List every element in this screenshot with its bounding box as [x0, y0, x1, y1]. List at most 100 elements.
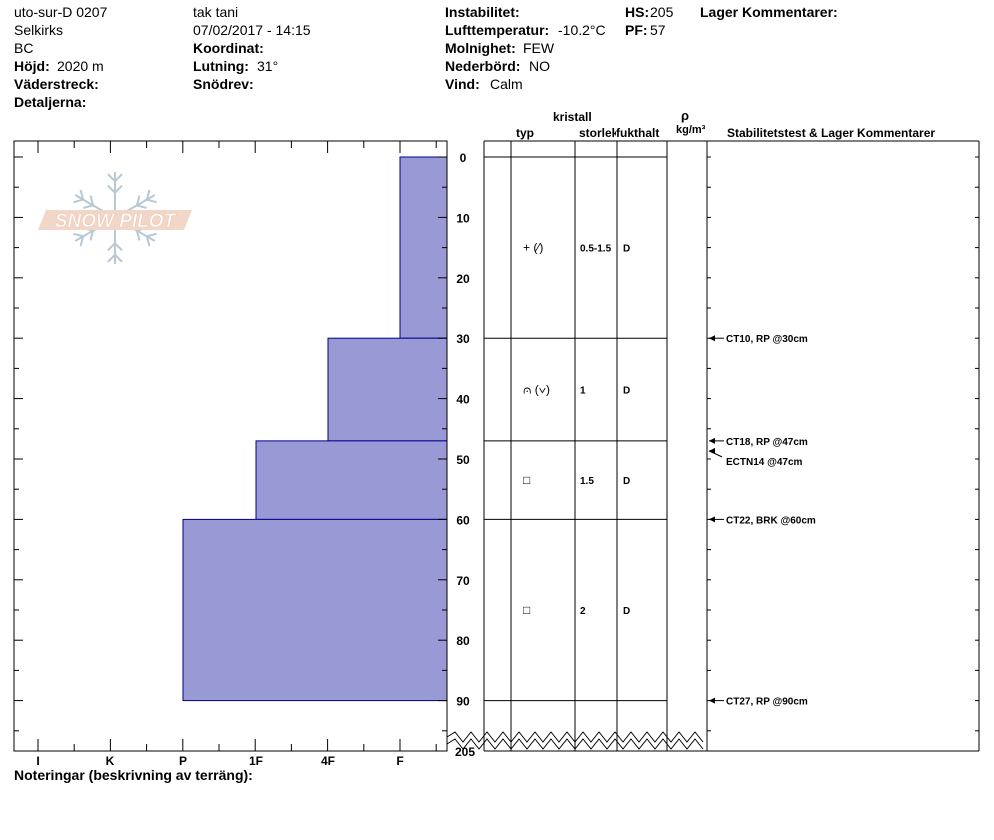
hardness-frame [13, 140, 448, 752]
depth-label: 50 [456, 453, 470, 467]
stability-test-label: CT27, RP @90cm [726, 697, 808, 708]
hs-label: HS: [625, 4, 650, 20]
wind-value: Calm [490, 76, 523, 92]
depth-label: 10 [456, 211, 470, 225]
logo-banner [38, 210, 192, 230]
depth-label: 70 [456, 574, 470, 588]
depth-label: 20 [456, 272, 470, 286]
col-stability: Stabilitetstest & Lager Kommentarer [727, 126, 936, 140]
moisture: D [623, 244, 630, 255]
hardness-tick-label: F [396, 754, 403, 768]
air-temp-label: Lufttemperatur: [445, 22, 550, 38]
snowflake-branch [107, 184, 116, 194]
stability-arrow-head [709, 516, 715, 523]
snowflake-branch [114, 254, 123, 263]
grain-type-symbol: □ [523, 473, 530, 487]
stability-arrow-head [709, 447, 715, 454]
snowflake-branch [79, 236, 85, 247]
slope-value: 31° [257, 58, 279, 74]
col-size: storlek [579, 126, 616, 140]
snowflake-branch [79, 189, 85, 200]
pf-label: PF: [625, 22, 648, 38]
snowflake-branch [136, 204, 147, 209]
hs-value: 205 [650, 4, 674, 20]
details-label: Detaljerna: [14, 94, 87, 110]
instability-label: Instabilitet: [445, 4, 520, 20]
snowflake-branch [107, 254, 116, 263]
air-temp-value: -10.2°C [558, 22, 606, 38]
layer-comments-label: Lager Kommentarer: [700, 4, 838, 20]
depth-label: 80 [456, 634, 470, 648]
col-rho: ρ [681, 108, 690, 123]
hardness-tick-label: 1F [249, 754, 263, 768]
moisture: D [623, 606, 630, 617]
stability-test-label: CT22, BRK @60cm [726, 515, 816, 526]
notes-label: Noteringar (beskrivning av terräng): [14, 767, 253, 783]
snowflake-branch [146, 232, 157, 238]
wind-label: Vind: [445, 76, 480, 92]
pf-value: 57 [650, 22, 666, 38]
col-crystal: kristall [553, 110, 592, 124]
datetime: 07/02/2017 - 14:15 [193, 22, 311, 38]
grain-size: 2 [580, 606, 586, 617]
hardness-bar [399, 156, 448, 339]
depth-bottom-label: 205 [455, 745, 475, 759]
grain-size: 1.5 [580, 476, 594, 487]
sky-value: FEW [523, 40, 555, 56]
snowflake-branch [107, 173, 116, 182]
hardness-bar [327, 337, 448, 442]
depth-label: 0 [460, 151, 467, 165]
break-zigzag [446, 731, 704, 743]
snowflake-branch [73, 198, 84, 204]
depth-label: 60 [456, 513, 470, 527]
stability-test-label: CT18, RP @47cm [726, 437, 808, 448]
grain-type-symbol: □ [523, 603, 530, 617]
depth-label: 40 [456, 393, 470, 407]
hardness-tick-label: P [179, 754, 187, 768]
break-zigzag [446, 738, 704, 750]
mountain-range: Selkirks [14, 22, 64, 38]
col-moisture: fukthalt [616, 126, 660, 140]
snowflake-branch [114, 173, 123, 182]
hardness-tick-label: 4F [321, 754, 335, 768]
observer: tak tani [193, 4, 239, 20]
precip-value: NO [529, 58, 550, 74]
snowflake-branch [146, 198, 157, 204]
hardness-tick-label: K [106, 754, 115, 768]
col-type: typ [516, 126, 534, 140]
stability-test-label: ECTN14 @47cm [726, 457, 803, 468]
aspect-label: Väderstreck: [14, 76, 99, 92]
wind-transport-label: Snödrev: [193, 76, 254, 92]
elevation-label: Höjd: [14, 58, 50, 74]
snowflake-branch [83, 204, 94, 209]
moisture: D [623, 386, 630, 397]
col-density-unit: kg/m³ [676, 124, 706, 136]
stability-arrow-head [709, 335, 715, 342]
coordinate-label: Koordinat: [193, 40, 264, 56]
stability-arrow-head [709, 697, 715, 704]
slope-label: Lutning: [193, 58, 249, 74]
snow-pilot-logo: SNOW PILOT [38, 172, 192, 264]
snowflake-branch [114, 184, 123, 194]
elevation-value: 2020 m [57, 58, 104, 74]
snowflake-branch [73, 232, 84, 238]
snowflake-branch [107, 242, 116, 252]
region: BC [14, 40, 34, 56]
precip-label: Nederbörd: [445, 58, 521, 74]
stability-arrow-head [709, 437, 715, 444]
hardness-tick-label: I [36, 754, 39, 768]
snowflake-branch [135, 195, 141, 206]
snowflake-branch [145, 236, 151, 247]
snowflake-branch [114, 242, 123, 252]
snowflake-branch [145, 189, 151, 200]
depth-label: 90 [456, 695, 470, 709]
snowflake-branch [89, 195, 95, 206]
hardness-bar [255, 440, 448, 520]
snowflake-branch [89, 230, 95, 241]
grain-size: 1 [580, 386, 586, 397]
grain-type-symbol: + (⁄) [523, 241, 543, 255]
snowflake-branch [135, 230, 141, 241]
depth-label: 30 [456, 332, 470, 346]
sky-label: Molnighet: [445, 40, 516, 56]
